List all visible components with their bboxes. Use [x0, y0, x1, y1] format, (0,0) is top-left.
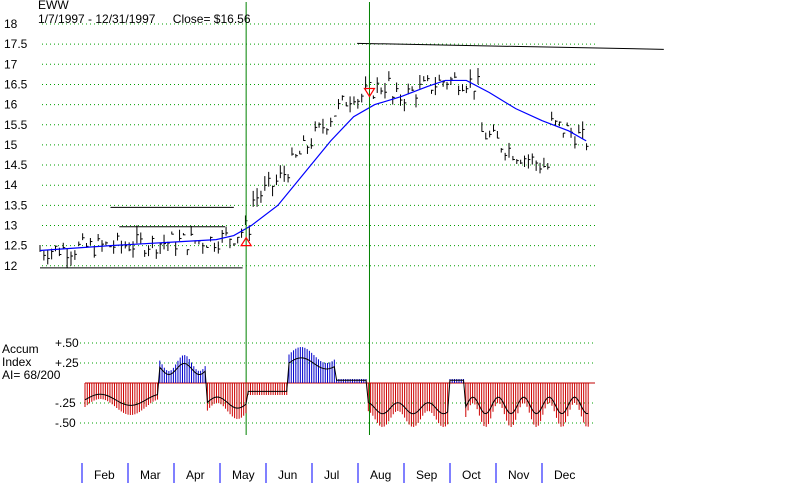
y-tick-label: 14.5 [4, 158, 28, 172]
moving-average-path [39, 79, 587, 252]
y-tick-label: 16.5 [4, 77, 28, 91]
y-tick-label: 15.5 [4, 118, 28, 132]
month-label: Oct [462, 468, 481, 482]
chart-subtitle: 1/7/1997 - 12/31/1997 Close= $16.56 [38, 12, 251, 26]
month-label: Dec [554, 468, 575, 482]
accum-index-bars [84, 347, 589, 427]
price-bars [39, 68, 589, 268]
month-label: Aug [370, 468, 391, 482]
indicator-tick-label: -.50 [55, 416, 76, 430]
y-tick-label: 12.5 [4, 239, 28, 253]
month-label: Jul [324, 468, 339, 482]
accum-index-average-line [84, 357, 589, 415]
moving-average-line [39, 79, 587, 252]
accum-label: Accum [2, 342, 39, 356]
month-label: May [232, 468, 255, 482]
sell-arrow [363, 87, 376, 98]
accum-average-path [84, 357, 589, 415]
signal-lines [240, 2, 376, 435]
indicator-grid [80, 342, 595, 424]
indicator-tick-label: -.25 [55, 396, 76, 410]
month-label: Apr [186, 468, 205, 482]
month-label: Sep [416, 468, 438, 482]
indicator-axis-ticks: +.50 +.25 -.25 -.50 [55, 336, 79, 430]
month-label: Mar [140, 468, 161, 482]
support-resistance-lines [40, 42, 664, 269]
ticker-label: EWW [38, 0, 69, 12]
month-label: Jun [278, 468, 297, 482]
y-tick-label: 17.5 [4, 37, 28, 51]
y-tick-label: 12 [4, 259, 18, 273]
trend-line [357, 42, 664, 50]
y-tick-label: 17 [4, 57, 18, 71]
close-price: Close= $16.56 [172, 12, 251, 26]
buy-arrow [240, 236, 253, 247]
y-tick-label: 16 [4, 98, 18, 112]
price-axis-ticks: 18 17.5 17 16.5 16 15.5 15 14.5 14 13.5 13 12.5 12 [4, 17, 28, 273]
accum-index-label: Accum Index AI= 68/200 [2, 343, 60, 382]
price-grid [42, 23, 595, 267]
date-range: 1/7/1997 - 12/31/1997 [38, 12, 156, 26]
ai-readout: AI= 68/200 [2, 368, 61, 382]
y-tick-label: 13.5 [4, 198, 28, 212]
month-label: Nov [508, 468, 529, 482]
y-tick-label: 18 [4, 17, 18, 31]
y-tick-label: 13 [4, 219, 18, 233]
y-tick-label: 14 [4, 178, 18, 192]
month-label: Feb [94, 468, 115, 482]
indicator-tick-label: +.25 [55, 356, 79, 370]
y-tick-label: 15 [4, 138, 18, 152]
month-axis: Feb Mar Apr May Jun Jul Aug Sep Oct Nov Dec [81, 463, 575, 483]
index-label: Index [2, 355, 32, 369]
indicator-tick-label: +.50 [55, 336, 79, 350]
